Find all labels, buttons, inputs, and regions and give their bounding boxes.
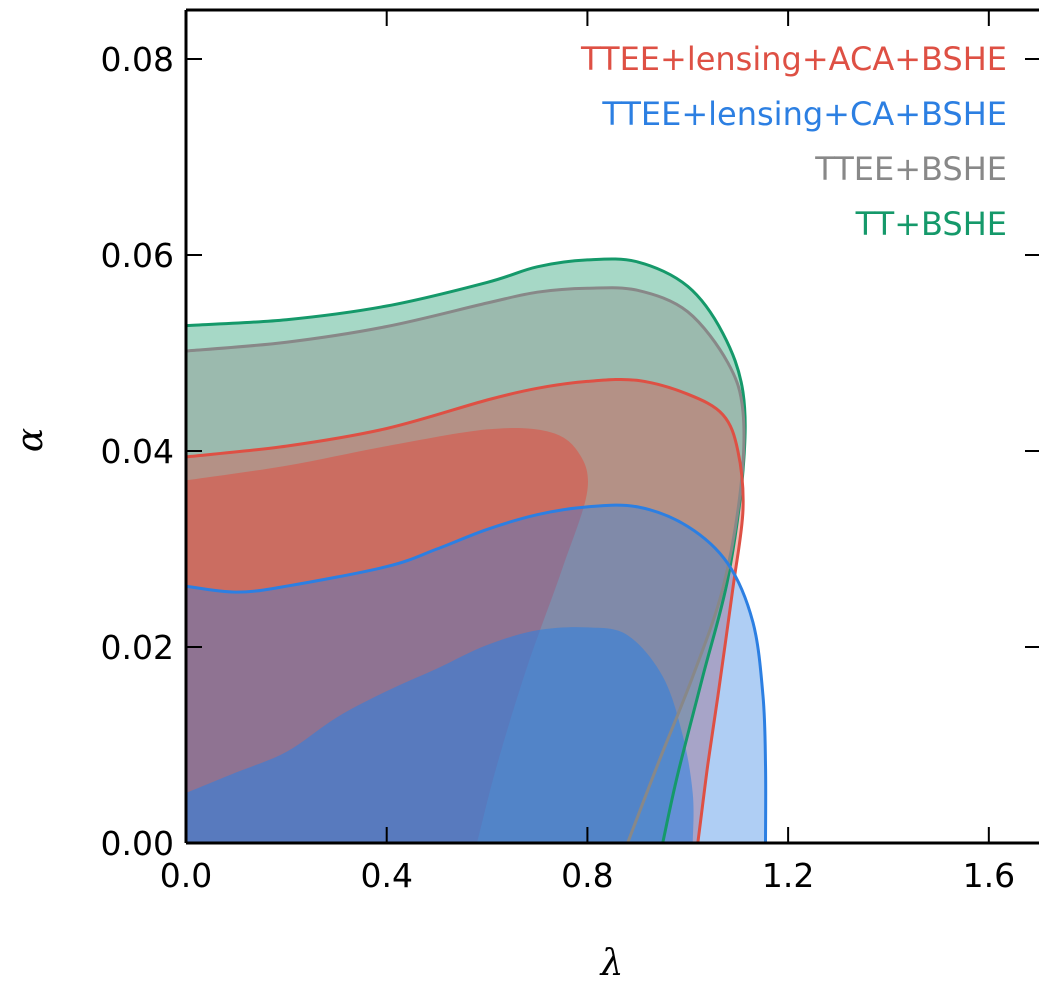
- legend: TTEE+lensing+ACA+BSHE TTEE+lensing+CA+BSH…: [580, 40, 1007, 243]
- legend-entry-ttee-bshe: TTEE+BSHE: [814, 150, 1007, 188]
- x-tick-label: 1.6: [963, 856, 1015, 895]
- contour-lines: [185, 257, 768, 844]
- x-tick-label: 1.2: [762, 856, 814, 895]
- y-tick-label: 0.02: [101, 628, 174, 667]
- legend-entry-tt-bshe: TT+BSHE: [855, 205, 1007, 243]
- ttee-lensing-ca-bshe-1sigma-region: [186, 627, 694, 843]
- y-tick-label: 0.00: [101, 824, 174, 863]
- legend-entry-ttee-lensing-aca-bshe: TTEE+lensing+ACA+BSHE: [580, 40, 1007, 78]
- legend-entry-ttee-lensing-ca-bshe: TTEE+lensing+CA+BSHE: [601, 95, 1007, 133]
- plot-frame: [184, 8, 1039, 845]
- tt-bshe-2sigma-contour: [185, 257, 747, 844]
- axis-ticks: 0.0 0.4 0.8 1.2 1.6 0.00 0.02 0.04 0.06 0.08: [101, 10, 1039, 895]
- x-tick-label: 0.4: [360, 856, 412, 895]
- y-axis-label: α: [10, 428, 51, 452]
- x-tick-label: 0.8: [561, 856, 613, 895]
- x-axis-label: λ: [599, 943, 624, 981]
- y-tick-label: 0.06: [101, 236, 174, 275]
- y-tick-label: 0.08: [101, 40, 174, 79]
- ttee-lensing-ca-bshe-2sigma-contour: [185, 503, 768, 844]
- contour-fills: [186, 258, 766, 844]
- y-tick-label: 0.04: [101, 432, 174, 471]
- x-tick-label: 0.0: [160, 856, 212, 895]
- ttee-bshe-2sigma-contour: [185, 286, 746, 844]
- ttee-lensing-aca-bshe-2sigma-contour: [185, 377, 745, 844]
